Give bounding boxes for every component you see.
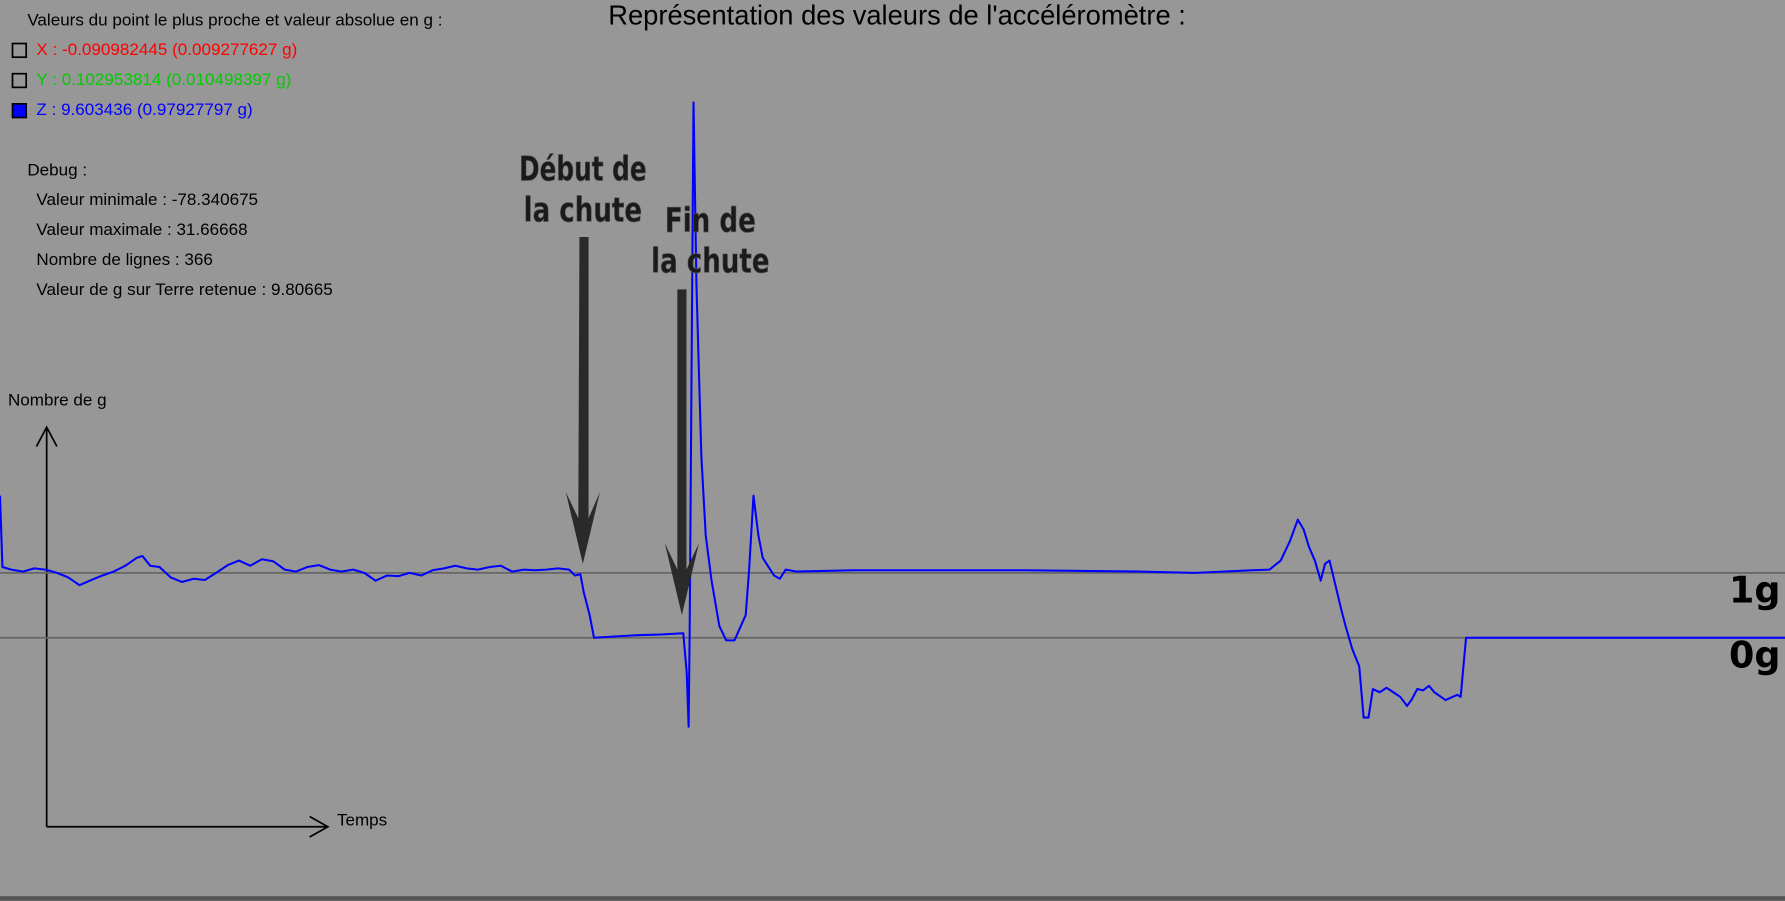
y-axis-label: Nombre de g <box>8 390 107 409</box>
annotation-arrows <box>565 237 699 615</box>
reference-label: 1g <box>1729 569 1780 612</box>
debug-line: Valeur minimale : -78.340675 <box>36 190 258 209</box>
y-axis <box>35 425 58 827</box>
readout-heading: Valeurs du point le plus proche et valeu… <box>27 10 442 29</box>
z-line <box>0 101 1785 728</box>
debug-lines: Valeur minimale : -78.340675 Valeur maxim… <box>36 190 332 299</box>
annotation-text: la chute <box>651 242 769 282</box>
annotation-text: la chute <box>524 191 642 231</box>
axis-arrows <box>35 425 330 838</box>
checkbox <box>11 103 28 119</box>
arrow-start <box>565 237 600 564</box>
checkbox <box>11 42 28 59</box>
annotation-text: Début de <box>519 150 647 190</box>
arrow-end <box>664 289 699 615</box>
reference-label: 0g <box>1729 634 1780 677</box>
readout-items: X : -0.090982445 (0.009277627 g) Y : 0.10… <box>11 40 297 119</box>
x-axis-label: Temps <box>337 811 387 830</box>
bottom-border <box>0 896 1785 901</box>
debug-line: Valeur maximale : 31.66668 <box>36 220 247 239</box>
annotation-text: Fin de <box>665 201 756 241</box>
readout-value: Z : 9.603436 (0.97927797 g) <box>36 100 252 119</box>
debug-line: Nombre de lignes : 366 <box>36 250 212 269</box>
checkbox <box>11 72 28 89</box>
x-axis <box>46 815 330 838</box>
readout-value: Y : 0.102953814 (0.010498397 g) <box>36 70 291 89</box>
readout-value: X : -0.090982445 (0.009277627 g) <box>36 40 297 59</box>
title: Représentation des valeurs de l'accéléro… <box>608 0 1186 31</box>
debug-heading: Debug : <box>27 161 87 180</box>
plot <box>0 101 1785 728</box>
debug-line: Valeur de g sur Terre retenue : 9.80665 <box>36 280 332 299</box>
